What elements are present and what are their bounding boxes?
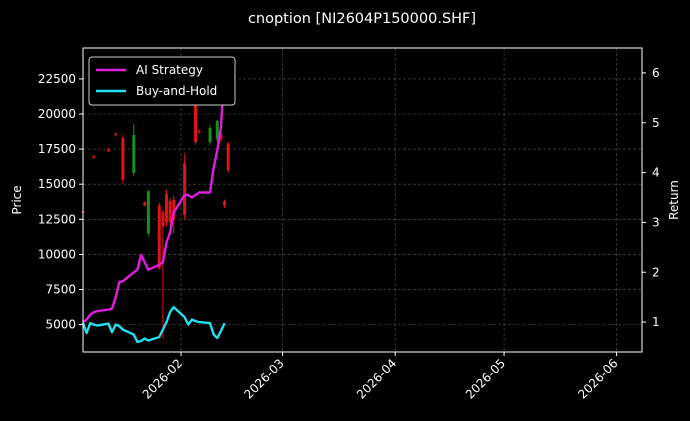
y-right-tick-label: 2 xyxy=(652,265,660,279)
y-right-tick-label: 5 xyxy=(652,116,660,130)
candle-2026-01-16 xyxy=(121,135,125,185)
candle-body xyxy=(197,130,201,133)
candle-body xyxy=(157,205,161,269)
y-axis-right: 1 2 3 4 5 6 xyxy=(642,66,660,329)
y-axis-right-label: Return xyxy=(667,180,681,220)
candle-2026-01-22 xyxy=(143,201,147,207)
candle-2026-02-13 xyxy=(223,199,227,209)
candle-body xyxy=(132,135,136,173)
candle-body xyxy=(92,156,96,158)
y-left-tick-label: 20000 xyxy=(38,107,76,121)
candle-2026-01-26 xyxy=(157,202,161,270)
candle-2026-01-28 xyxy=(164,189,168,227)
candlesticks xyxy=(81,64,230,339)
candle-body xyxy=(106,149,110,151)
candle-2026-01-23 xyxy=(146,189,150,237)
candle-2026-01-27 xyxy=(161,209,165,339)
candle-body xyxy=(219,135,223,140)
legend-label-buy-and-hold: Buy-and-Hold xyxy=(136,84,217,98)
y-left-tick-label: 15000 xyxy=(38,177,76,191)
candle-2026-01-14 xyxy=(114,132,118,137)
candle-body xyxy=(164,194,168,223)
y-axis-left: 5000 7500 10000 12500 15000 17500 20000 22500 xyxy=(38,72,83,332)
candle-2026-01-29 xyxy=(168,198,172,227)
y-right-tick-label: 1 xyxy=(652,315,660,329)
candle-body xyxy=(146,191,150,234)
candle-2026-02-11 xyxy=(215,119,219,143)
candle-body xyxy=(114,133,118,136)
candle-body xyxy=(143,202,147,206)
chart-title: cnoption [NI2604P150000.SHF] xyxy=(248,11,476,27)
y-left-tick-label: 7500 xyxy=(45,283,76,297)
y-right-tick-label: 4 xyxy=(652,166,660,180)
candle-body xyxy=(226,143,230,171)
legend-label-ai-strategy: AI Strategy xyxy=(136,63,203,77)
candle-body xyxy=(161,212,165,227)
series-line-buy-and-hold xyxy=(81,305,226,344)
y-axis-left-label: Price xyxy=(10,185,24,214)
candle-body xyxy=(223,201,227,206)
candle-body xyxy=(172,199,176,220)
y-left-tick-label: 12500 xyxy=(38,212,76,226)
candle-body xyxy=(183,163,187,216)
candle-body xyxy=(194,85,198,143)
y-right-tick-label: 6 xyxy=(652,66,660,80)
y-left-tick-label: 22500 xyxy=(38,72,76,86)
candle-body xyxy=(215,121,219,140)
legend: AI Strategy Buy-and-Hold xyxy=(88,56,236,106)
y-right-tick-label: 3 xyxy=(652,215,660,229)
candle-2026-02-06 xyxy=(197,129,201,134)
y-left-tick-label: 10000 xyxy=(38,247,76,261)
plot-frame xyxy=(82,47,643,353)
candle-2026-02-02 xyxy=(183,153,187,220)
y-left-tick-label: 17500 xyxy=(38,142,76,156)
return-lines xyxy=(81,67,226,344)
grid xyxy=(83,48,642,352)
candle-2026-01-19 xyxy=(132,123,136,176)
candle-2026-01-08 xyxy=(92,154,96,159)
candle-body xyxy=(121,137,125,180)
y-left-tick-label: 5000 xyxy=(45,318,76,332)
candle-body xyxy=(168,201,172,223)
candle-2026-01-12 xyxy=(106,147,110,152)
candle-2026-02-14 xyxy=(226,142,230,173)
series-line-ai-strategy xyxy=(82,67,226,324)
candle-body xyxy=(208,128,212,143)
candle-2026-02-09 xyxy=(208,125,212,145)
